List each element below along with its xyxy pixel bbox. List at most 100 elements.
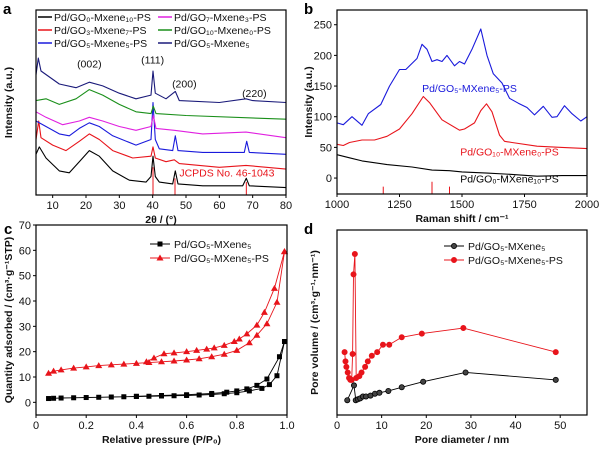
data-point <box>342 358 349 365</box>
adsorption-point <box>170 357 178 364</box>
data-point <box>344 369 351 376</box>
data-point <box>358 369 365 376</box>
y-tick-label: 10 <box>19 372 31 384</box>
series-4 <box>35 89 287 120</box>
x-tick-label: 0.8 <box>229 420 244 432</box>
series-1 <box>341 251 559 383</box>
legend-label: Pd/GO₇-Mxene₃-PS <box>174 12 267 24</box>
series-1 <box>35 120 287 170</box>
data-point <box>368 352 375 359</box>
series-label: Pd/GO₅-MXene₅-PS <box>422 83 517 95</box>
adsorption-point <box>57 366 65 373</box>
plot-frame <box>35 224 288 416</box>
data-point <box>362 363 369 370</box>
x-tick-label: 0.2 <box>79 420 94 432</box>
adsorption-point <box>259 385 265 391</box>
adsorption-point <box>121 394 127 400</box>
x-tick-label: 0 <box>334 420 340 432</box>
desorption-point <box>159 392 164 398</box>
data-point <box>350 382 357 389</box>
x-tick-label: 1750 <box>512 199 536 211</box>
y-tick-label: 60 <box>19 245 31 257</box>
y-tick-label: 70 <box>19 220 31 232</box>
data-point <box>398 384 405 391</box>
adsorption-point <box>183 356 191 363</box>
adsorption-point <box>46 396 52 402</box>
legend-label: Pd/GO₅-Mxene₅ <box>174 38 250 50</box>
reference-label: JCPDS No. 46-1043 <box>179 168 274 180</box>
x-tick-label: 1500 <box>450 199 474 211</box>
x-tick-label: 2000 <box>575 199 599 211</box>
y-tick-label: 100 <box>314 112 332 124</box>
y-tick-label: 200 <box>314 50 332 62</box>
data-point <box>385 387 392 394</box>
data-point <box>350 271 357 278</box>
adsorption-point <box>107 361 115 368</box>
adsorption-point <box>221 391 227 397</box>
adsorption-point <box>45 369 53 376</box>
data-point <box>349 350 356 357</box>
x-tick-label: 80 <box>280 200 292 212</box>
desorption-point <box>276 354 282 360</box>
legend-label: Pd/GO₅-MXene₅ <box>468 241 545 253</box>
legend-label: Pd/GO₀-Mxene₁₀-PS <box>54 12 151 24</box>
data-point <box>364 358 371 365</box>
x-tick-label: 10 <box>47 200 59 212</box>
adsorption-point <box>195 355 203 362</box>
data-point <box>552 349 559 356</box>
desorption-point <box>183 348 191 355</box>
legend-item: Pd/GO₇-Mxene₃-PS <box>158 12 267 24</box>
legend-label: Pd/GO₅-MXene₅ <box>174 239 251 251</box>
data-point <box>552 376 559 383</box>
legend-item: Pd/GO₀-Mxene₁₀-PS <box>38 12 151 24</box>
series-1 <box>45 248 288 376</box>
adsorption-point <box>263 320 271 327</box>
series-2 <box>35 101 287 155</box>
panel-letter-d: d <box>304 221 313 238</box>
series-line <box>35 57 287 104</box>
x-tick-label: 1000 <box>325 199 349 211</box>
y-tick-label: 50 <box>320 142 332 154</box>
desorption-point <box>230 338 238 345</box>
series-5 <box>35 57 287 104</box>
data-point <box>418 330 425 337</box>
series-line <box>344 253 556 381</box>
data-point <box>374 349 381 356</box>
legend-marker <box>156 254 164 261</box>
adsorption-point <box>253 331 261 338</box>
desorption-point <box>209 390 215 396</box>
plot-frame <box>336 9 588 195</box>
y-axis-title: Quantity adsorbed / (cm³·g⁻¹STP) <box>3 237 15 404</box>
data-point <box>341 349 348 356</box>
adsorption-point <box>273 298 281 305</box>
legend-label: Pd/GO₁₀-Mxene₀-PS <box>174 25 271 37</box>
adsorption-point <box>70 364 78 371</box>
legend-label: Pd/GO₃-Mxene₇-PS <box>54 25 147 37</box>
x-tick-label: 30 <box>465 420 477 432</box>
desorption-point <box>220 341 228 348</box>
series-line <box>336 154 587 177</box>
adsorption-point <box>146 393 152 399</box>
legend-item: Pd/GO₁₀-Mxene₀-PS <box>158 25 271 37</box>
x-tick-label: 0.4 <box>129 420 144 432</box>
adsorption-point <box>246 388 252 394</box>
legend-marker <box>450 242 457 249</box>
peak-annotation: (220) <box>242 88 267 100</box>
legend-label: Pd/GO₅-Mxene₅-PS <box>54 38 147 50</box>
adsorption-point <box>266 382 272 388</box>
desorption-point <box>253 321 261 328</box>
y-tick-label: 40 <box>19 296 31 308</box>
series-0 <box>344 369 559 404</box>
x-tick-label: 0 <box>33 420 39 432</box>
data-point <box>398 334 405 341</box>
x-tick-label: 50 <box>554 420 566 432</box>
panel-b: Pd/GO₅-MXene₅-PS Pd/GO₁₀-MXene₀-PS Pd/GO₀-… <box>303 9 599 225</box>
plot-frame <box>35 9 287 196</box>
adsorption-point <box>71 395 77 401</box>
x-tick-label: 10 <box>376 420 388 432</box>
legend-label: Pd/GO₅-MXene₅-PS <box>174 253 269 265</box>
desorption-point <box>170 349 178 356</box>
legend-item: Pd/GO₅-Mxene₅ <box>158 38 250 50</box>
series-label: Pd/GO₁₀-MXene₀-PS <box>460 146 559 158</box>
